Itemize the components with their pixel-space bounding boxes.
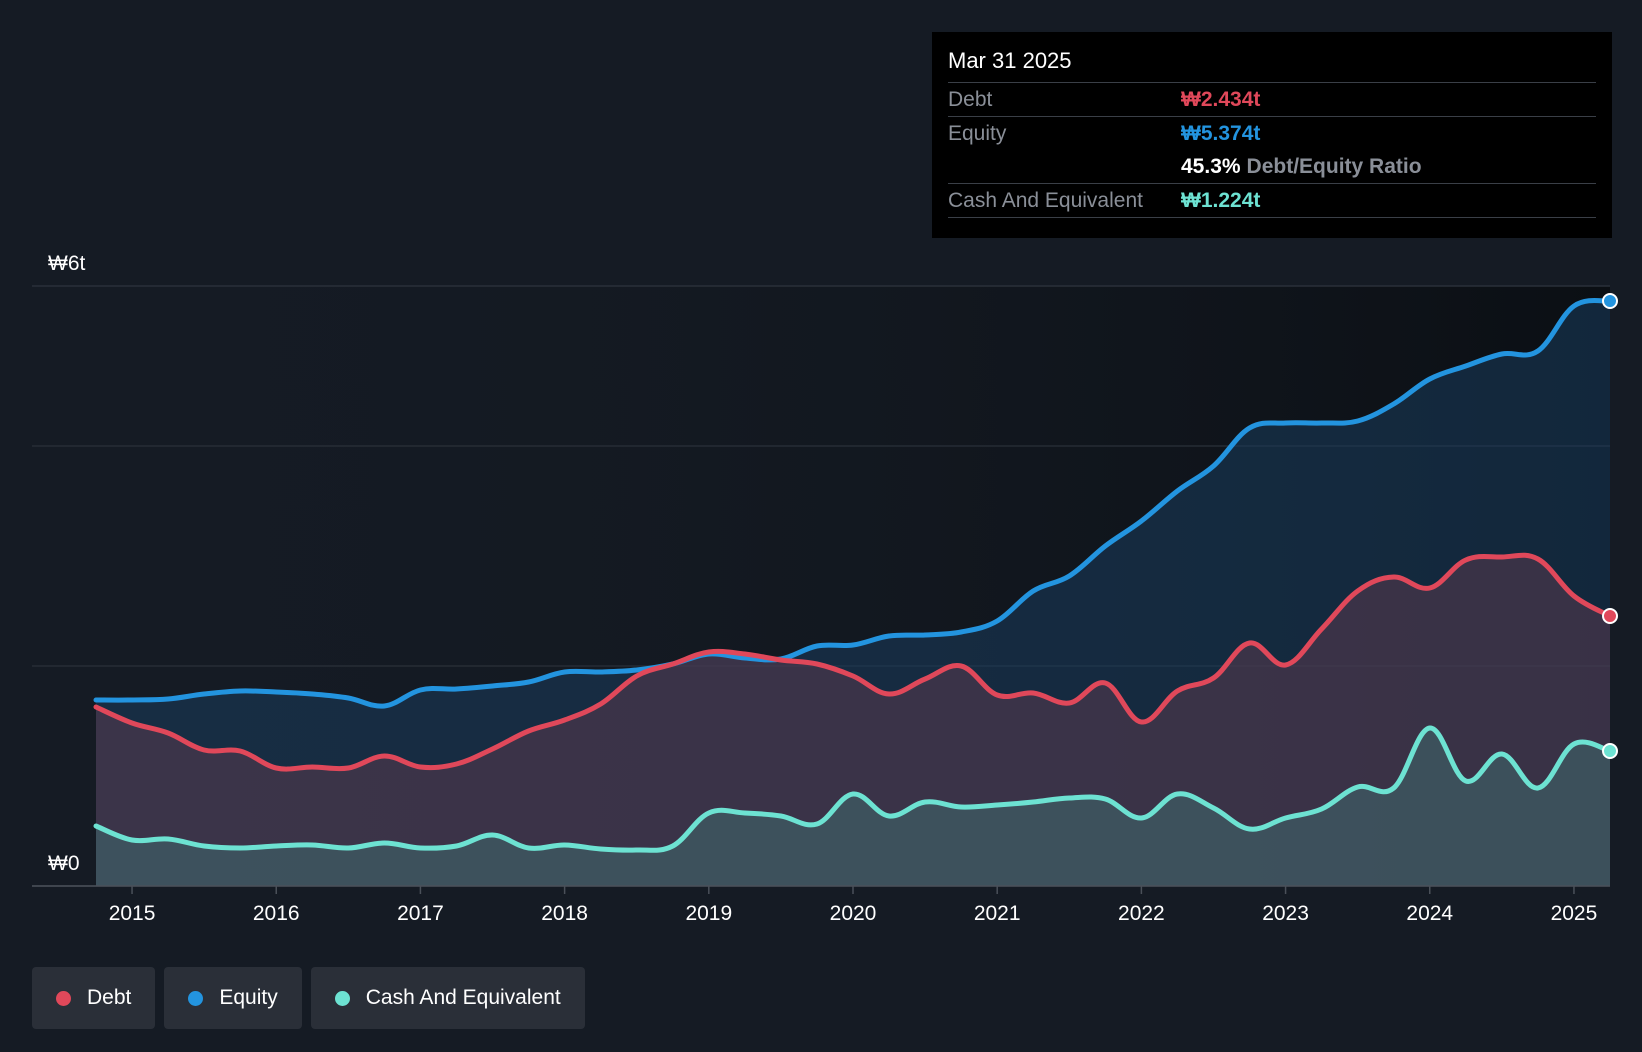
line-equity: [93, 297, 1613, 709]
legend-item-equity[interactable]: Equity: [164, 967, 302, 1029]
x-tick-label: 2021: [974, 902, 1021, 925]
legend-item-cash[interactable]: Cash And Equivalent: [310, 967, 585, 1029]
tooltip-ratio-label: Debt/Equity Ratio: [1246, 154, 1422, 178]
tooltip-date: Mar 31 2025: [948, 48, 1072, 73]
legend-label-cash: Cash And Equivalent: [365, 986, 561, 1009]
x-tick-label: 2025: [1551, 902, 1598, 925]
x-tick-label: 2015: [109, 902, 156, 925]
x-tick-label: 2018: [541, 902, 588, 925]
tooltip-debt-value: ₩2.434t: [1181, 87, 1261, 111]
legend-label-debt: Debt: [87, 986, 132, 1009]
legend-item-debt[interactable]: Debt: [32, 967, 156, 1029]
x-tick-label: 2017: [397, 902, 444, 925]
end-marker-cash: [1602, 743, 1618, 759]
tooltip: Mar 31 2025 Debt ₩2.434t Equity ₩5.374t …: [932, 32, 1612, 238]
x-tick-label: 2023: [1262, 902, 1309, 925]
tooltip-ratio-row: 45.3% Debt/Equity Ratio: [948, 150, 1596, 183]
tooltip-equity-value: ₩5.374t: [1181, 121, 1261, 145]
tooltip-ratio-value: 45.3%: [1181, 154, 1241, 178]
legend-dot-equity-icon: [188, 990, 204, 1006]
line-debt: [93, 552, 1613, 772]
line-cash: [93, 725, 1613, 853]
tooltip-equity-row: Equity ₩5.374t: [948, 116, 1596, 150]
x-tick-label: 2019: [685, 902, 732, 925]
x-tick-label: 2024: [1406, 902, 1453, 925]
y-tick-label: ₩6t: [48, 252, 86, 275]
legend-dot-cash-icon: [334, 990, 350, 1006]
tooltip-equity-label: Equity: [948, 121, 1007, 145]
x-tick-label: 2016: [253, 902, 300, 925]
tooltip-cash-row: Cash And Equivalent ₩1.224t: [948, 183, 1596, 218]
tooltip-cash-label: Cash And Equivalent: [948, 188, 1143, 212]
area-debt: [96, 555, 1610, 886]
area-cash: [96, 727, 1610, 886]
legend: Debt Equity Cash And Equivalent: [32, 967, 585, 1029]
x-tick-label: 2022: [1118, 902, 1165, 925]
x-tick-label: 2020: [830, 902, 877, 925]
legend-dot-debt-icon: [56, 990, 71, 1006]
legend-label-equity: Equity: [219, 986, 278, 1009]
tooltip-debt-row: Debt ₩2.434t: [948, 82, 1596, 116]
tooltip-debt-label: Debt: [948, 87, 993, 111]
end-marker-equity: [1602, 293, 1618, 309]
tooltip-cash-value: ₩1.224t: [1181, 188, 1261, 212]
y-tick-label: ₩0: [48, 852, 80, 875]
end-marker-debt: [1602, 608, 1618, 624]
